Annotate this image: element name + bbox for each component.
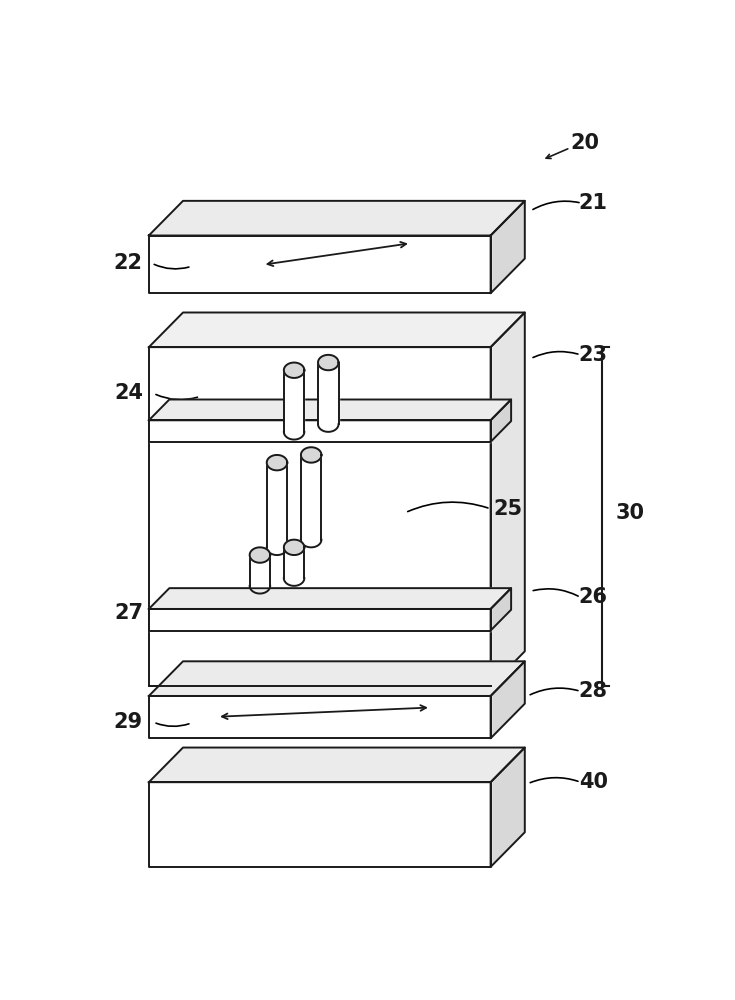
Text: 21: 21 <box>578 193 608 213</box>
Polygon shape <box>318 355 339 370</box>
Text: 29: 29 <box>113 712 143 732</box>
Polygon shape <box>250 555 270 586</box>
Text: 24: 24 <box>115 383 143 403</box>
Polygon shape <box>148 609 490 631</box>
Polygon shape <box>148 748 525 782</box>
Text: 23: 23 <box>578 345 608 365</box>
Polygon shape <box>284 547 304 578</box>
Polygon shape <box>490 588 511 631</box>
Text: 20: 20 <box>570 133 599 153</box>
Polygon shape <box>267 463 287 547</box>
Polygon shape <box>148 696 490 738</box>
Polygon shape <box>284 370 304 432</box>
Polygon shape <box>148 588 511 609</box>
Polygon shape <box>490 748 525 867</box>
Polygon shape <box>148 347 490 686</box>
Text: 26: 26 <box>578 587 608 607</box>
Polygon shape <box>284 363 304 378</box>
Polygon shape <box>148 312 525 347</box>
Text: 30: 30 <box>616 503 645 523</box>
Polygon shape <box>490 312 525 686</box>
Polygon shape <box>148 235 490 293</box>
Polygon shape <box>490 201 525 293</box>
Polygon shape <box>148 420 490 442</box>
Polygon shape <box>148 400 511 420</box>
Polygon shape <box>148 661 525 696</box>
Polygon shape <box>148 201 525 235</box>
Polygon shape <box>148 782 490 867</box>
Polygon shape <box>284 540 304 555</box>
Polygon shape <box>490 661 525 738</box>
Text: 27: 27 <box>115 603 143 623</box>
Text: 22: 22 <box>113 253 143 273</box>
Polygon shape <box>490 400 511 442</box>
Text: 28: 28 <box>578 681 608 701</box>
Polygon shape <box>250 547 270 563</box>
Polygon shape <box>267 455 287 470</box>
Text: 25: 25 <box>493 499 523 519</box>
Text: 40: 40 <box>578 772 608 792</box>
Polygon shape <box>301 455 321 540</box>
Polygon shape <box>301 447 321 463</box>
Polygon shape <box>318 363 339 424</box>
